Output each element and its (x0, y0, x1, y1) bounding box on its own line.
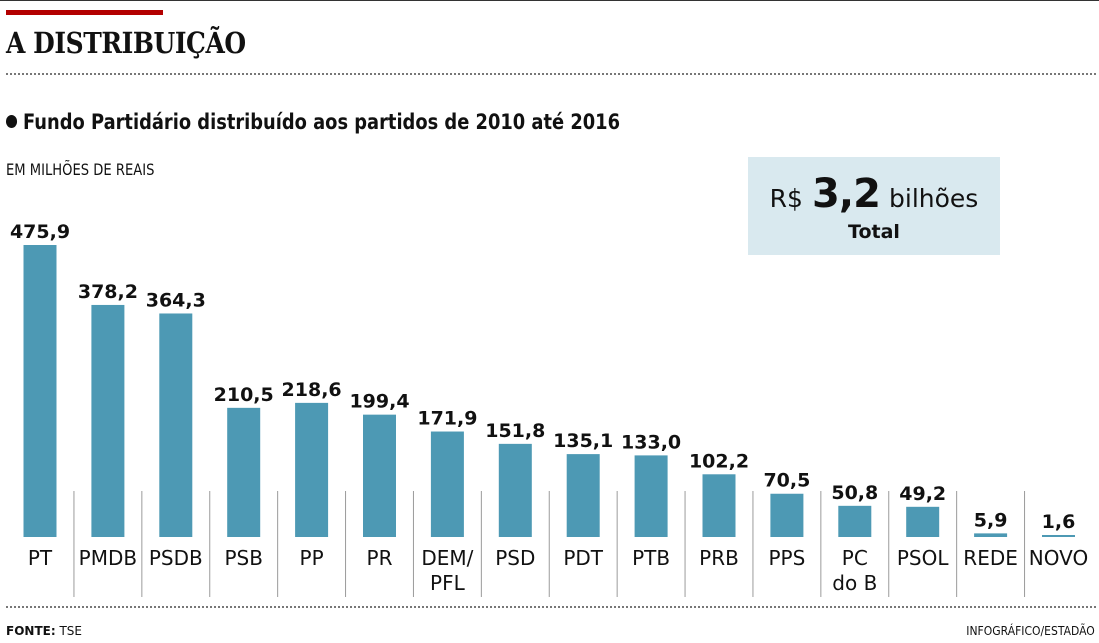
category-label: PSOL (897, 546, 949, 570)
source-label: FONTE: (6, 624, 56, 638)
page-title: A DISTRIBUIÇÃO (6, 26, 246, 60)
bar-prb (702, 474, 736, 537)
bullet-icon (6, 115, 18, 128)
bar-psol (906, 506, 940, 537)
bar-pr (363, 414, 396, 537)
category-label: PR (367, 546, 393, 570)
category-label: PTB (632, 546, 670, 570)
bar-dempfl (430, 431, 464, 537)
bar-pps (770, 493, 804, 537)
footer-divider (6, 606, 1096, 608)
source-value: TSE (59, 624, 82, 638)
bar-pcdob (838, 505, 872, 537)
total-value: 3,2 (812, 171, 881, 217)
bar-novo (1042, 535, 1075, 537)
accent-bar (6, 10, 163, 15)
total-currency: R$ (769, 184, 803, 213)
bar-pmdb (91, 304, 125, 537)
source-note: FONTE: TSE (6, 624, 82, 638)
category-label: DEM/ (421, 546, 473, 570)
category-label: PP (300, 546, 324, 570)
value-label: 135,1 (553, 430, 613, 452)
category-label: PC (842, 546, 868, 570)
category-label: NOVO (1029, 546, 1088, 570)
value-label: 199,4 (349, 391, 409, 413)
bar-pdt (566, 454, 600, 537)
value-label: 5,9 (974, 509, 1008, 531)
total-label: Total (848, 221, 900, 243)
category-label: PFL (430, 571, 466, 595)
chart-subtitle: Fundo Partidário distribuído aos partido… (6, 110, 620, 134)
value-label: 49,2 (899, 483, 946, 505)
category-label: PPS (768, 546, 805, 570)
category-label: PSB (224, 546, 262, 570)
bar-psdb (159, 313, 193, 537)
bar-psb (227, 407, 261, 537)
category-label: do B (832, 571, 877, 595)
value-label: 50,8 (831, 482, 878, 504)
bar-ptb (634, 455, 668, 537)
top-rule (0, 0, 1099, 1)
value-label: 218,6 (282, 379, 342, 401)
total-amount: R$ 3,2 bilhões (748, 171, 1000, 217)
value-label: 210,5 (214, 384, 274, 406)
bar-psd (498, 443, 532, 537)
value-label: 133,0 (621, 431, 681, 453)
unit-note: EM MILHÕES DE REAIS (6, 160, 155, 179)
category-label: PMDB (79, 546, 137, 570)
category-label: PSDB (149, 546, 203, 570)
bar-pt (23, 245, 57, 537)
category-label: PRB (699, 546, 739, 570)
value-label: 70,5 (763, 470, 810, 492)
bar-pp (295, 402, 329, 537)
title-divider (6, 73, 1096, 75)
category-label: PSD (495, 546, 535, 570)
value-label: 378,2 (78, 281, 138, 303)
value-label: 475,9 (10, 221, 70, 243)
total-unit: bilhões (889, 184, 979, 213)
credit: INFOGRÁFICO/ESTADÃO (966, 624, 1095, 638)
value-label: 171,9 (417, 408, 477, 430)
total-box: R$ 3,2 bilhões Total (748, 157, 1000, 255)
bar-rede (974, 533, 1008, 537)
value-label: 364,3 (146, 289, 206, 311)
value-label: 102,2 (689, 450, 749, 472)
value-label: 1,6 (1042, 511, 1076, 533)
category-label: PT (28, 546, 53, 570)
category-label: PDT (563, 546, 603, 570)
value-label: 151,8 (485, 420, 545, 442)
chart-subtitle-text: Fundo Partidário distribuído aos partido… (23, 110, 621, 134)
category-label: REDE (963, 546, 1018, 570)
